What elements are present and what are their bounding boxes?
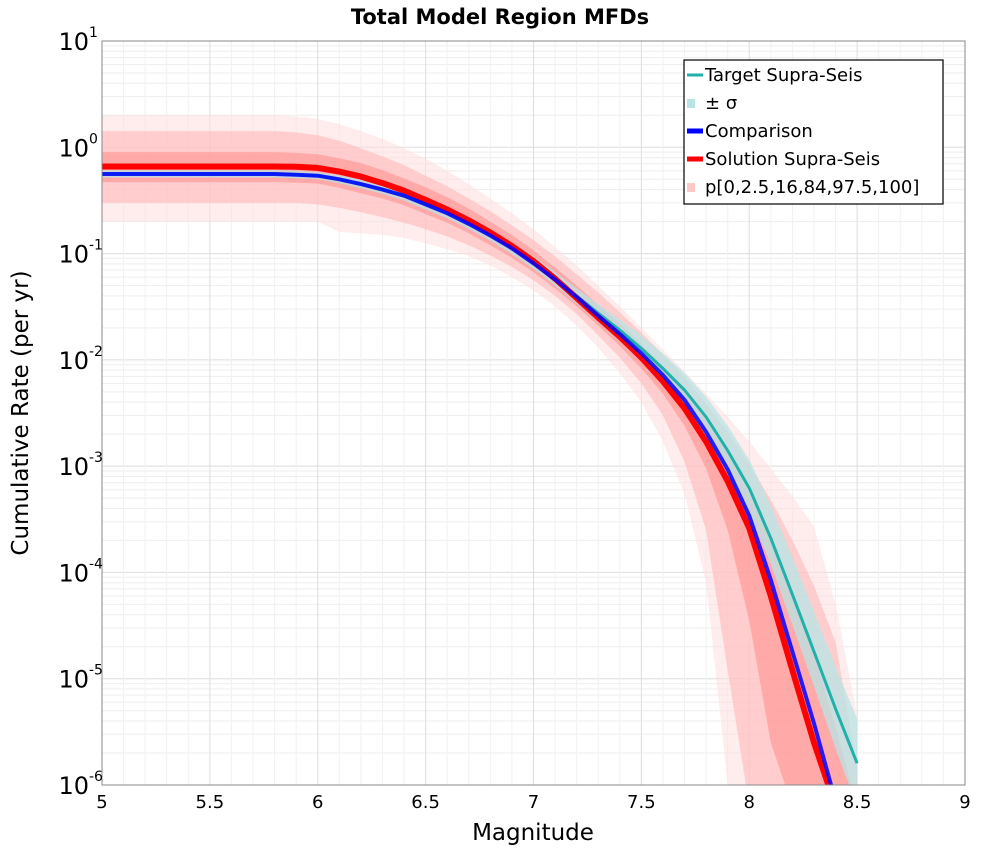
legend-box [683, 59, 944, 205]
percentile-bands [102, 115, 858, 785]
band-p-16-84 [102, 152, 852, 785]
y-tick-label: 10 [58, 559, 89, 587]
x-tick-label: 7 [528, 792, 539, 813]
series-line-comparison [102, 172, 834, 785]
y-tick-label: 10 [58, 134, 89, 162]
x-tick-label: 8 [744, 792, 755, 813]
y-tick-label: 10 [58, 772, 89, 800]
x-tick-label: 8.5 [843, 792, 872, 813]
plot-frame [101, 40, 966, 786]
legend-label-comparison: Comparison [705, 121, 813, 142]
y-tick-label: 10 [58, 453, 89, 481]
legend-label-target-supra-seis: Target Supra-Seis [704, 65, 862, 86]
x-tick-label: 9 [959, 792, 970, 813]
series-line-solution-supra-seis [102, 163, 832, 785]
y-tick-label: 10 [58, 28, 89, 56]
x-tick-label: 7.5 [627, 792, 656, 813]
x-tick-label: 6.5 [411, 792, 440, 813]
legend-swatch-sigma [687, 99, 695, 108]
legend-label-solution-supra-seis: Solution Supra-Seis [705, 149, 880, 170]
legend: Target Supra-Seis ± σ Comparison Solution S… [683, 59, 944, 205]
y-tick-label: 10 [58, 666, 89, 694]
x-tick-label: 6 [312, 792, 323, 813]
x-axis-label: Magnitude [472, 820, 594, 846]
y-tick-exponent: -4 [89, 556, 103, 572]
x-tick-label: 5.5 [196, 792, 225, 813]
y-tick-exponent: -2 [89, 344, 103, 360]
legend-label-p-0-2-5-16-84-97-5-100: p[0,2.5,16,84,97.5,100] [705, 177, 919, 198]
y-tick-label: 10 [58, 241, 89, 269]
y-tick-exponent: 1 [89, 25, 98, 41]
y-tick-exponent: -3 [89, 450, 103, 466]
series-lines [102, 163, 859, 785]
x-tick-labels: 5 5.5 6 6.5 7 7.5 8 8.5 9 [96, 792, 970, 813]
y-tick-exponent: -1 [89, 238, 103, 254]
y-axis-label: Cumulative Rate (per yr) [8, 270, 34, 555]
chart-title: Total Model Region MFDs [351, 5, 649, 29]
y-tick-exponent: -5 [89, 663, 103, 679]
y-tick-exponent: -6 [89, 769, 103, 785]
y-tick-label: 10 [58, 347, 89, 375]
legend-swatch-p-0-2-5-16-84-97-5-100 [687, 183, 695, 192]
legend-label-sigma: ± σ [705, 93, 737, 114]
y-tick-exponent: 0 [89, 131, 98, 147]
x-tick-label: 5 [96, 792, 107, 813]
